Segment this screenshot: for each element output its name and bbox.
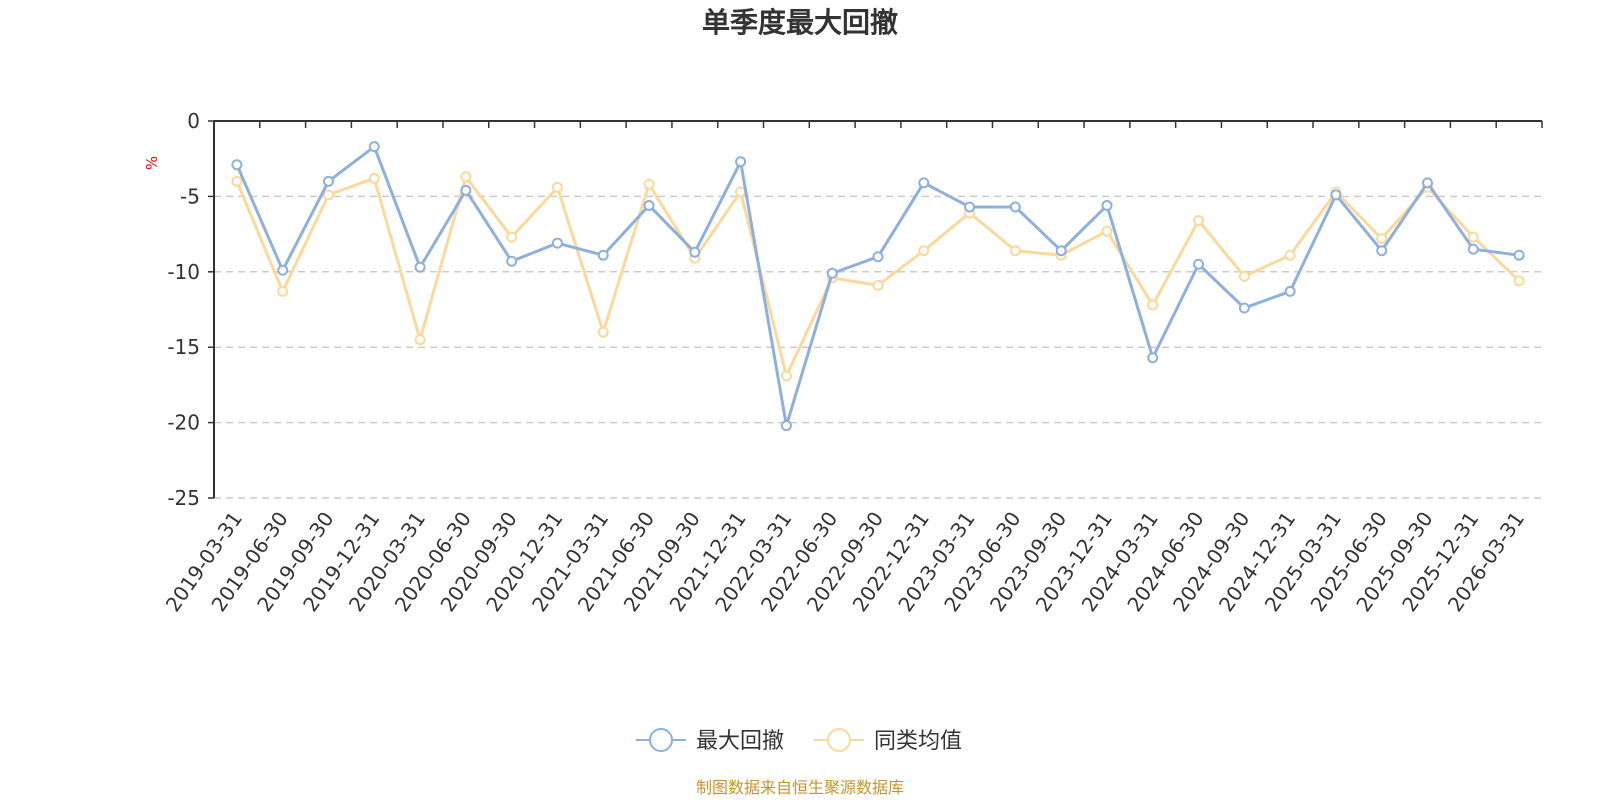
series-line [235,175,1521,378]
data-point [689,246,701,258]
data-point [1147,299,1159,311]
data-point [1376,245,1388,257]
data-point [597,249,609,261]
y-axis-ticks: 0 -5 -10 -15 -20 -25 [167,109,214,510]
data-point [643,199,655,211]
legend-label: 最大回撤 [696,729,784,754]
data-point [460,184,472,196]
legend-item[interactable]: 最大回撤 [636,728,784,754]
series-同类均值 [231,171,1525,382]
legend-label: 同类均值 [874,729,962,754]
data-point [1284,285,1296,297]
data-point [735,156,747,168]
data-point [1330,189,1342,201]
data-point [414,334,426,346]
data-point [1147,352,1159,364]
data-point [1009,201,1021,213]
data-point [414,261,426,273]
data-point [1238,302,1250,314]
data-point [506,231,518,243]
data-point [368,172,380,184]
data-point [780,370,792,382]
data-point [1422,177,1434,189]
data-point [1513,275,1525,287]
y-tick-label: -15 [167,335,200,359]
data-point [1101,225,1113,237]
data-point [1193,215,1205,227]
data-point [1193,258,1205,270]
data-point [460,171,472,183]
legend-item[interactable]: 同类均值 [814,728,962,754]
data-point [826,267,838,279]
data-point [231,175,243,187]
y-tick-label: -10 [167,260,200,284]
series-最大回撤 [231,141,1525,432]
data-point [1284,249,1296,261]
chart-title: 单季度最大回撤 [702,6,898,39]
data-point [597,326,609,338]
data-point [872,279,884,291]
data-point [1101,199,1113,211]
data-point [1513,249,1525,261]
data-point [277,264,289,276]
y-tick-label: 0 [187,109,200,133]
data-point [1376,233,1388,245]
data-point [643,178,655,190]
data-point [368,141,380,153]
axes [213,120,1542,498]
y-tick-label: -5 [180,184,200,208]
source-note: 制图数据来自恒生聚源数据库 [696,778,904,797]
data-point [1055,245,1067,257]
legend-marker [649,728,673,752]
data-point [735,186,747,198]
data-point [322,189,334,201]
data-point [964,201,976,213]
data-point [780,420,792,432]
data-point [1238,270,1250,282]
grid-lines [214,195,1542,499]
y-tick-label: -25 [167,486,200,510]
data-point [551,181,563,193]
data-point [918,177,930,189]
data-point [231,159,243,171]
series-group [231,141,1525,432]
data-point [506,255,518,267]
data-point [1467,231,1479,243]
data-point [551,237,563,249]
data-point [1009,245,1021,257]
data-point [277,285,289,297]
data-point [872,251,884,263]
y-tick-label: -20 [167,411,200,435]
data-point [322,175,334,187]
data-point [918,245,930,257]
legend-marker [827,728,851,752]
data-point [1467,243,1479,255]
legend[interactable]: 最大回撤 同类均值 [636,728,962,754]
y-axis-unit-label: % [143,156,161,170]
